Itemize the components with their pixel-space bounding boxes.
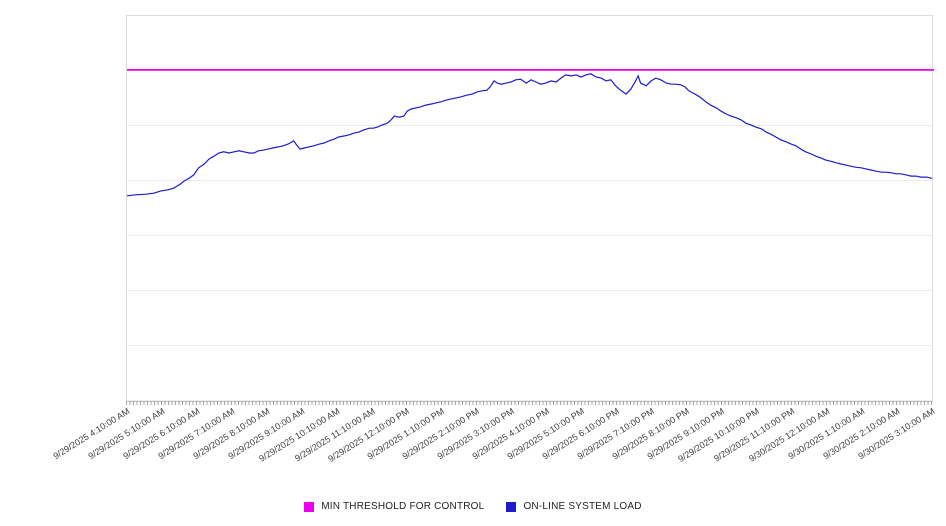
x-axis-label: 9/29/2025 11:10:00 AM bbox=[292, 406, 377, 464]
x-axis-label: 9/29/2025 5:10:00 AM bbox=[86, 406, 167, 462]
x-axis-label: 9/29/2025 2:10:00 PM bbox=[400, 406, 482, 462]
load-series-line bbox=[126, 73, 933, 197]
x-axis-label: 9/29/2025 4:10:00 AM bbox=[51, 406, 132, 462]
legend-item-threshold: MIN THRESHOLD FOR CONTROL bbox=[304, 501, 484, 512]
x-axis-label: 9/30/2025 12:10:00 AM bbox=[747, 406, 832, 464]
x-axis-label: 9/30/2025 3:10:00 AM bbox=[856, 406, 937, 462]
load-legend-label: ON-LINE SYSTEM LOAD bbox=[523, 501, 642, 512]
x-axis-label: 9/29/2025 9:10:00 PM bbox=[645, 406, 727, 462]
legend: MIN THRESHOLD FOR CONTROL ON-LINE SYSTEM… bbox=[0, 501, 946, 512]
x-axis-label: 9/29/2025 7:10:00 PM bbox=[575, 406, 657, 462]
x-axis-label: 9/29/2025 4:10:00 PM bbox=[470, 406, 552, 462]
x-axis-minor-ticks bbox=[126, 401, 933, 405]
threshold-legend-swatch bbox=[304, 501, 315, 512]
x-axis-label: 9/29/2025 8:10:00 AM bbox=[191, 406, 272, 462]
x-axis-label: 9/29/2025 10:10:00 PM bbox=[676, 406, 762, 465]
x-axis-label: 9/29/2025 5:10:00 PM bbox=[505, 406, 587, 462]
threshold-legend-label: MIN THRESHOLD FOR CONTROL bbox=[321, 501, 485, 512]
x-axis-label: 9/30/2025 2:10:00 AM bbox=[821, 406, 902, 462]
x-axis-label: 9/29/2025 11:10:00 PM bbox=[712, 406, 797, 464]
x-axis-label: 9/29/2025 8:10:00 PM bbox=[610, 406, 692, 462]
x-axis-label: 9/29/2025 1:10:00 PM bbox=[365, 406, 447, 462]
x-axis-label: 9/29/2025 7:10:00 AM bbox=[156, 406, 237, 462]
load-legend-swatch bbox=[506, 501, 517, 512]
x-axis-label: 9/29/2025 12:10:00 PM bbox=[326, 406, 412, 465]
x-axis-label: 9/30/2025 1:10:00 AM bbox=[786, 406, 867, 462]
x-axis-label: 9/29/2025 6:10:00 AM bbox=[121, 406, 202, 462]
legend-item-load: ON-LINE SYSTEM LOAD bbox=[506, 501, 642, 512]
chart-svg bbox=[126, 69, 934, 197]
x-axis-label: 9/29/2025 10:10:00 AM bbox=[257, 406, 342, 464]
x-axis-label: 9/29/2025 9:10:00 AM bbox=[226, 406, 307, 462]
plot-area bbox=[126, 15, 934, 402]
x-axis-label: 9/29/2025 3:10:00 PM bbox=[435, 406, 517, 462]
x-axis-label: 9/29/2025 6:10:00 PM bbox=[540, 406, 622, 462]
